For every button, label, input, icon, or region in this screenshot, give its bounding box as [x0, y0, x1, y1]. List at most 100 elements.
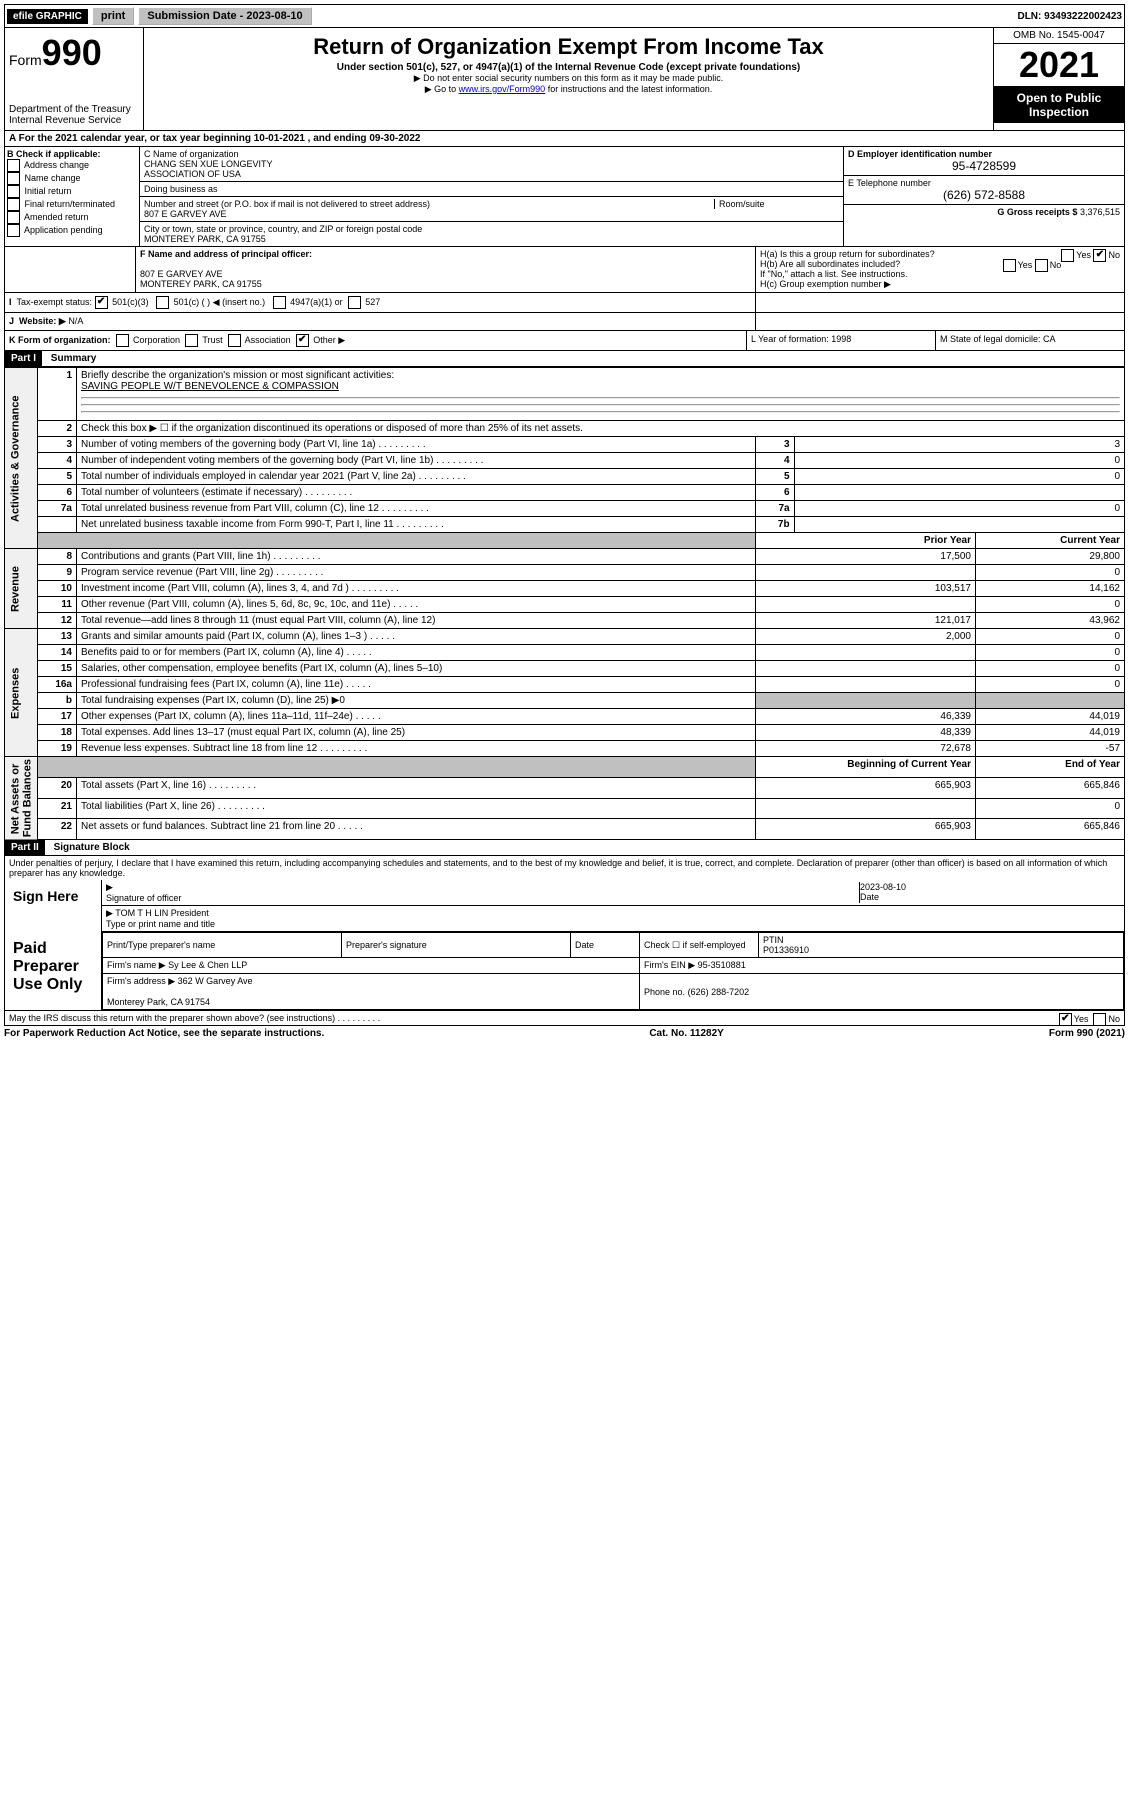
row-a-tax-year: A For the 2021 calendar year, or tax yea… [4, 131, 1125, 147]
col-end-year: End of Year [976, 757, 1125, 778]
goto-line: ▶ Go to www.irs.gov/Form990 for instruct… [148, 84, 989, 95]
f-label: F Name and address of principal officer: [140, 249, 312, 259]
side-expenses: Expenses [5, 629, 38, 757]
ha-no[interactable]: ✔ [1093, 249, 1106, 262]
hb-label: H(b) Are all subordinates included? [760, 259, 900, 269]
hb-no[interactable] [1035, 259, 1048, 272]
header-left: Form990 Department of the Treasury Inter… [5, 28, 144, 130]
city-state-zip: MONTEREY PARK, CA 91755 [144, 234, 266, 244]
col-current-year: Current Year [976, 533, 1125, 549]
submission-date-button[interactable]: Submission Date - 2023-08-10 [138, 7, 311, 25]
checkbox-amended[interactable] [7, 211, 20, 224]
mission-text: SAVING PEOPLE W/T BENEVOLENCE & COMPASSI… [81, 381, 339, 392]
check-501c3[interactable]: ✔ [95, 296, 108, 309]
firm-phone: (626) 288-7202 [688, 987, 750, 997]
c-name-label: C Name of organization [144, 149, 239, 159]
check-corp[interactable] [116, 334, 129, 347]
checkbox-address-change[interactable] [7, 159, 20, 172]
form-header: Form990 Department of the Treasury Inter… [4, 28, 1125, 131]
checkbox-application-pending[interactable] [7, 224, 20, 237]
e-phone-label: E Telephone number [848, 178, 931, 188]
officer-address: 807 E GARVEY AVE MONTEREY PARK, CA 91755 [140, 269, 262, 289]
line-3: 3Number of voting members of the governi… [5, 437, 1125, 453]
side-net-assets: Net Assets or Fund Balances [5, 757, 38, 840]
check-501c[interactable] [156, 296, 169, 309]
paid-preparer-label: Paid Preparer Use Only [5, 932, 102, 1010]
declaration-text: Under penalties of perjury, I declare th… [5, 856, 1124, 880]
col-begin-year: Beginning of Current Year [755, 757, 975, 778]
signature-block: Under penalties of perjury, I declare th… [4, 856, 1125, 1026]
dept-label: Department of the Treasury Internal Reve… [9, 104, 139, 126]
page-footer: For Paperwork Reduction Act Notice, see … [4, 1026, 1125, 1041]
website-value: N/A [68, 316, 83, 326]
ptin-value: P01336910 [763, 945, 809, 955]
open-public-label: Open to Public Inspection [994, 87, 1124, 123]
tax-year: 2021 [994, 44, 1124, 87]
m-domicile: M State of legal domicile: CA [936, 331, 1124, 350]
hb-yes[interactable] [1003, 259, 1016, 272]
part1-header: Part I [5, 351, 42, 366]
form-label: Form [9, 52, 42, 68]
header-right: OMB No. 1545-0047 2021 Open to Public In… [993, 28, 1124, 130]
firm-ein: 95-3510881 [698, 960, 746, 970]
checkbox-final-return[interactable] [7, 198, 20, 211]
top-toolbar: efile GRAPHIC print Submission Date - 20… [4, 4, 1125, 28]
header-center: Return of Organization Exempt From Incom… [144, 28, 993, 130]
irs-link[interactable]: www.irs.gov/Form990 [459, 84, 546, 94]
check-trust[interactable] [185, 334, 198, 347]
discuss-no[interactable] [1093, 1013, 1106, 1026]
l-year-formation: L Year of formation: 1998 [747, 331, 936, 350]
part2-title: Signature Block [48, 840, 136, 855]
checkbox-initial-return[interactable] [7, 185, 20, 198]
part1-header-row: Part I Summary [4, 351, 1125, 367]
discuss-question: May the IRS discuss this return with the… [9, 1013, 380, 1023]
dln-label: DLN: 93493222002423 [1017, 11, 1122, 22]
box-b: B Check if applicable: Address change Na… [5, 147, 140, 246]
row-fh: F Name and address of principal officer:… [4, 247, 1125, 293]
footer-left: For Paperwork Reduction Act Notice, see … [4, 1028, 324, 1039]
addr-label: Number and street (or P.O. box if mail i… [144, 199, 430, 209]
ha-yes[interactable] [1061, 249, 1074, 262]
check-assoc[interactable] [228, 334, 241, 347]
ssn-warning: ▶ Do not enter social security numbers o… [148, 73, 989, 84]
line-6: 6Total number of volunteers (estimate if… [5, 485, 1125, 501]
city-label: City or town, state or province, country… [144, 224, 422, 234]
room-label: Room/suite [714, 199, 839, 209]
line-5: 5Total number of individuals employed in… [5, 469, 1125, 485]
checkbox-name-change[interactable] [7, 172, 20, 185]
dba-label: Doing business as [140, 182, 843, 197]
street-address: 807 E GARVEY AVE [144, 209, 227, 219]
discuss-yes[interactable]: ✔ [1059, 1013, 1072, 1026]
check-4947[interactable] [273, 296, 286, 309]
omb-number: OMB No. 1545-0047 [994, 28, 1124, 44]
line-7a: 7aTotal unrelated business revenue from … [5, 501, 1125, 517]
sign-here-label: Sign Here [5, 880, 102, 932]
print-button[interactable]: print [92, 7, 134, 25]
check-527[interactable] [348, 296, 361, 309]
officer-name: TOM T H LIN President [115, 908, 209, 918]
preparer-table: Print/Type preparer's name Preparer's si… [102, 932, 1124, 1010]
gross-receipts: 3,376,515 [1080, 207, 1120, 217]
footer-mid: Cat. No. 11282Y [649, 1028, 723, 1039]
col-prior-year: Prior Year [755, 533, 975, 549]
form-number: 990 [42, 32, 102, 73]
org-name: CHANG SEN XUE LONGEVITY ASSOCIATION OF U… [144, 159, 273, 179]
part2-header: Part II [5, 840, 45, 855]
box-deg: D Employer identification number 95-4728… [844, 147, 1124, 246]
row-j: J Website: ▶ N/A [4, 313, 1125, 331]
form-subtitle: Under section 501(c), 527, or 4947(a)(1)… [148, 62, 989, 73]
check-other[interactable]: ✔ [296, 334, 309, 347]
hc-label: H(c) Group exemption number ▶ [760, 279, 891, 289]
side-governance: Activities & Governance [5, 368, 38, 549]
line-7b: Net unrelated business taxable income fr… [5, 517, 1125, 533]
d-ein-label: D Employer identification number [848, 149, 992, 159]
phone-value: (626) 572-8588 [848, 188, 1120, 202]
firm-name: Sy Lee & Chen LLP [168, 960, 247, 970]
hb-note: If "No," attach a list. See instructions… [760, 269, 907, 279]
row-i: I Tax-exempt status: ✔ 501(c)(3) 501(c) … [4, 293, 1125, 313]
section-bcd: B Check if applicable: Address change Na… [4, 147, 1125, 247]
form-title: Return of Organization Exempt From Incom… [148, 34, 989, 60]
footer-right: Form 990 (2021) [1049, 1028, 1125, 1039]
line-4: 4Number of independent voting members of… [5, 453, 1125, 469]
row-klm: K Form of organization: Corporation Trus… [4, 331, 1125, 351]
